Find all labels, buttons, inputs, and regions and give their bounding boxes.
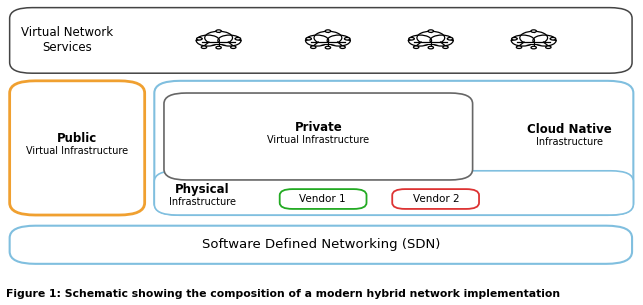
- FancyBboxPatch shape: [392, 189, 479, 209]
- Circle shape: [409, 38, 414, 40]
- Text: Infrastructure: Infrastructure: [169, 197, 236, 207]
- Circle shape: [430, 35, 453, 46]
- FancyBboxPatch shape: [196, 37, 241, 44]
- Circle shape: [546, 46, 551, 48]
- FancyBboxPatch shape: [305, 37, 350, 44]
- Circle shape: [408, 35, 431, 46]
- Circle shape: [550, 38, 556, 40]
- Circle shape: [216, 30, 221, 32]
- Circle shape: [231, 46, 236, 48]
- Circle shape: [306, 38, 311, 40]
- Text: Private: Private: [294, 121, 342, 134]
- FancyBboxPatch shape: [415, 42, 447, 44]
- Text: Virtual Infrastructure: Virtual Infrastructure: [26, 146, 128, 156]
- Text: Virtual Network
Services: Virtual Network Services: [21, 26, 114, 54]
- Text: Cloud Native: Cloud Native: [527, 123, 611, 136]
- FancyBboxPatch shape: [154, 81, 633, 215]
- FancyBboxPatch shape: [408, 37, 453, 44]
- Circle shape: [413, 46, 419, 48]
- FancyBboxPatch shape: [312, 42, 344, 44]
- Text: Public: Public: [57, 132, 97, 145]
- Circle shape: [511, 35, 534, 46]
- Circle shape: [345, 38, 350, 40]
- Circle shape: [448, 38, 453, 40]
- Circle shape: [216, 46, 221, 49]
- FancyBboxPatch shape: [10, 81, 145, 215]
- FancyBboxPatch shape: [164, 93, 473, 180]
- Circle shape: [197, 38, 202, 40]
- FancyBboxPatch shape: [154, 171, 633, 215]
- Circle shape: [531, 30, 536, 32]
- Text: Virtual Infrastructure: Virtual Infrastructure: [267, 135, 369, 145]
- Circle shape: [512, 38, 517, 40]
- Circle shape: [201, 46, 206, 48]
- Circle shape: [196, 35, 219, 46]
- Circle shape: [325, 46, 331, 49]
- Circle shape: [204, 31, 233, 45]
- Text: Infrastructure: Infrastructure: [536, 137, 602, 147]
- Circle shape: [325, 30, 331, 32]
- Circle shape: [533, 35, 556, 46]
- Text: Vendor 2: Vendor 2: [413, 194, 459, 204]
- Circle shape: [520, 31, 548, 45]
- Circle shape: [235, 38, 240, 40]
- Text: Physical: Physical: [176, 183, 230, 196]
- FancyBboxPatch shape: [10, 226, 632, 264]
- Circle shape: [417, 31, 445, 45]
- Circle shape: [311, 46, 316, 48]
- Circle shape: [218, 35, 241, 46]
- FancyBboxPatch shape: [511, 37, 556, 44]
- Circle shape: [340, 46, 345, 48]
- FancyBboxPatch shape: [203, 42, 235, 44]
- Circle shape: [428, 30, 433, 32]
- Text: Software Defined Networking (SDN): Software Defined Networking (SDN): [203, 238, 440, 251]
- Circle shape: [314, 31, 342, 45]
- Circle shape: [443, 46, 448, 48]
- FancyBboxPatch shape: [10, 8, 632, 73]
- Text: Vendor 1: Vendor 1: [300, 194, 346, 204]
- Text: Figure 1: Schematic showing the composition of a modern hybrid network implement: Figure 1: Schematic showing the composit…: [6, 289, 561, 299]
- Circle shape: [428, 46, 433, 49]
- Circle shape: [531, 46, 536, 49]
- Circle shape: [305, 35, 329, 46]
- FancyBboxPatch shape: [280, 189, 367, 209]
- Circle shape: [516, 46, 521, 48]
- FancyBboxPatch shape: [518, 42, 550, 44]
- Circle shape: [327, 35, 350, 46]
